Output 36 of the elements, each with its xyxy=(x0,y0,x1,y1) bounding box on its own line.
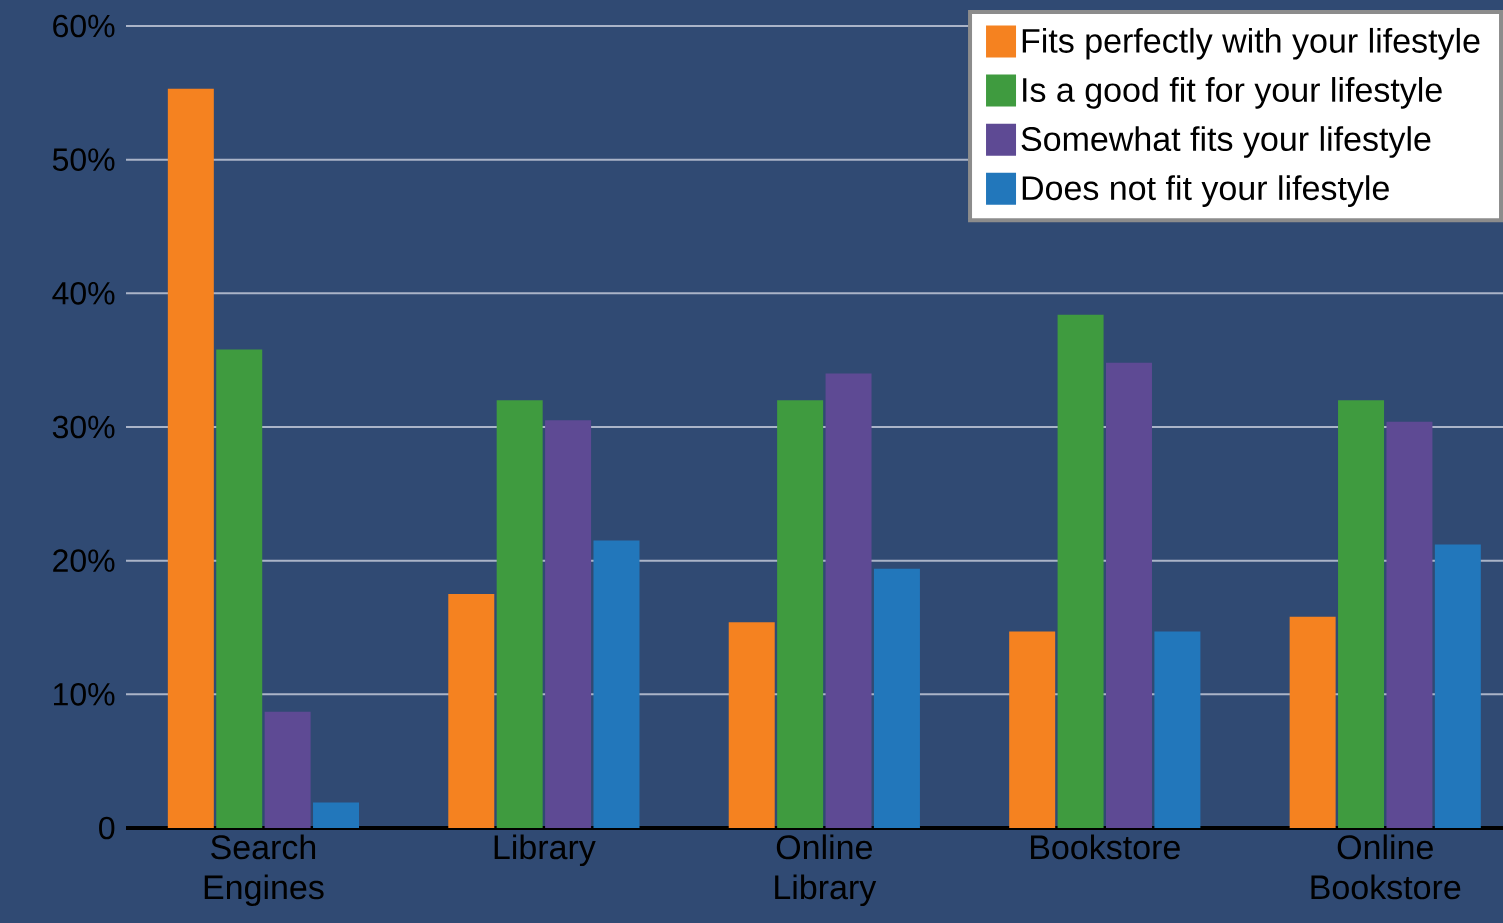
legend-label: Does not fit your lifestyle xyxy=(1022,175,1389,207)
legend-label: Is a good fit for your lifestyle xyxy=(1023,77,1442,109)
bar xyxy=(264,711,311,828)
bar xyxy=(1434,544,1481,828)
x-tick-label: Bookstore xyxy=(1031,834,1180,860)
bar xyxy=(1057,314,1104,828)
bar xyxy=(1105,362,1152,828)
y-tick-label: 20% xyxy=(53,549,115,572)
bar xyxy=(777,400,824,828)
bar xyxy=(216,349,263,828)
bar xyxy=(1289,616,1336,828)
bar xyxy=(825,373,872,828)
bar xyxy=(545,420,592,828)
bar xyxy=(167,88,214,828)
x-tick-label: Library xyxy=(494,834,596,867)
bar xyxy=(1386,421,1433,828)
y-tick-label: 10% xyxy=(54,682,115,706)
x-tick-label: Online Library xyxy=(775,834,877,907)
bar xyxy=(873,568,920,828)
bar xyxy=(448,594,495,828)
legend-label: Fits perfectly with your lifestyle xyxy=(1022,27,1480,60)
bar xyxy=(1009,631,1056,828)
bar xyxy=(593,540,640,828)
y-tick-label: 0 xyxy=(99,816,115,840)
y-tick-label: 30% xyxy=(52,415,115,439)
bar xyxy=(1338,400,1385,828)
y-tick-label: 40% xyxy=(52,281,115,305)
y-tick-label: 60% xyxy=(53,14,115,38)
y-tick-label: 50% xyxy=(52,148,115,171)
bar xyxy=(313,802,360,828)
bar xyxy=(496,400,543,828)
x-tick-label: Search Engines xyxy=(204,834,324,907)
bar xyxy=(1154,631,1201,828)
x-tick-label: Online Bookstore xyxy=(1311,834,1461,900)
bar xyxy=(728,622,775,828)
legend-label: Somewhat fits your lifestyle xyxy=(1021,126,1431,158)
